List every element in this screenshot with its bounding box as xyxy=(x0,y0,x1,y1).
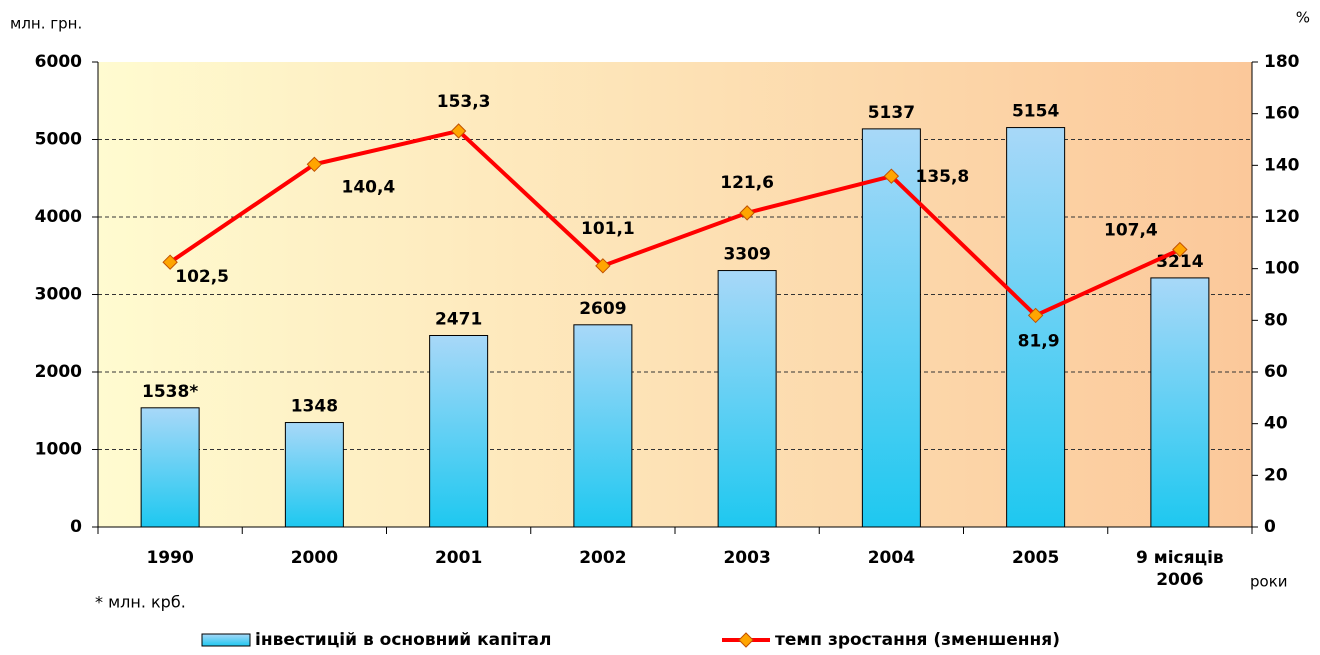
line-value-label: 101,1 xyxy=(581,219,635,239)
y2-tick-label: 180 xyxy=(1264,52,1300,72)
line-value-label: 121,6 xyxy=(720,173,774,193)
marker xyxy=(306,156,323,173)
bar-value-label: 2471 xyxy=(435,309,482,329)
y-tick-label: 5000 xyxy=(35,130,82,150)
x-tick-label: 2002 xyxy=(579,548,627,568)
y2-tick-label: 0 xyxy=(1264,517,1276,537)
y2-tick-label: 40 xyxy=(1264,414,1288,434)
x-tick-label: 2003 xyxy=(723,548,771,568)
x-tick-label: 2000 xyxy=(290,548,339,568)
legend-marker xyxy=(738,632,754,648)
bar-value-label: 3309 xyxy=(723,245,770,265)
line xyxy=(169,128,1181,318)
x-tick-label: 2004 xyxy=(867,548,916,568)
bar-value-label: 5137 xyxy=(868,103,915,123)
bar xyxy=(1006,127,1066,528)
y-tick-label: 4000 xyxy=(35,207,82,227)
y2-axis-label: % xyxy=(1296,9,1310,27)
bar-value-label: 1538* xyxy=(142,382,198,402)
legend-label: темп зростання (зменшення) xyxy=(775,630,1060,650)
bar xyxy=(140,407,200,528)
legend-label: інвестицій в основний капітал xyxy=(255,630,551,650)
line-value-label: 135,8 xyxy=(915,167,969,187)
marker xyxy=(883,168,900,184)
x-axis-label: роки xyxy=(1250,573,1288,591)
line-value-label: 140,4 xyxy=(341,177,395,197)
y-tick-label: 1000 xyxy=(35,440,82,460)
bar xyxy=(717,270,777,528)
y-tick-label: 0 xyxy=(70,517,82,537)
x-tick-label: 1990 xyxy=(146,548,194,568)
bar xyxy=(861,128,921,528)
y2-tick-label: 80 xyxy=(1264,310,1288,330)
marker xyxy=(450,123,467,139)
bar-value-label: 5154 xyxy=(1012,102,1059,122)
x-tick-label: 9 місяців 2006 xyxy=(1136,548,1224,590)
y2-tick-label: 160 xyxy=(1264,104,1300,124)
y2-tick-label: 140 xyxy=(1264,155,1300,175)
x-tick-label: 2001 xyxy=(434,548,483,568)
line-value-label: 107,4 xyxy=(1104,221,1158,241)
legend-swatch xyxy=(201,633,251,647)
y-tick-label: 6000 xyxy=(35,52,82,72)
y2-tick-label: 120 xyxy=(1264,207,1300,227)
y-axis-label: млн. грн. xyxy=(10,15,82,33)
y-tick-label: 3000 xyxy=(35,285,82,305)
bar xyxy=(1150,277,1210,528)
line-value-label: 102,5 xyxy=(175,267,229,287)
bar xyxy=(429,334,489,528)
note: * млн. крб. xyxy=(95,593,186,612)
marker xyxy=(1027,307,1044,324)
y2-tick-label: 100 xyxy=(1264,259,1300,279)
bar xyxy=(284,422,344,528)
marker xyxy=(739,205,755,221)
marker xyxy=(162,254,178,270)
y-tick-label: 2000 xyxy=(35,362,82,382)
bar xyxy=(573,324,633,528)
y2-tick-label: 60 xyxy=(1264,362,1288,382)
line-value-label: 153,3 xyxy=(437,92,491,112)
y2-tick-label: 20 xyxy=(1264,465,1288,485)
x-tick-label: 2005 xyxy=(1011,548,1060,568)
bar-value-label: 2609 xyxy=(579,299,626,319)
bar-value-label: 1348 xyxy=(291,397,338,417)
marker xyxy=(595,258,611,274)
line-value-label: 81,9 xyxy=(1018,331,1060,351)
marker xyxy=(1172,241,1188,258)
